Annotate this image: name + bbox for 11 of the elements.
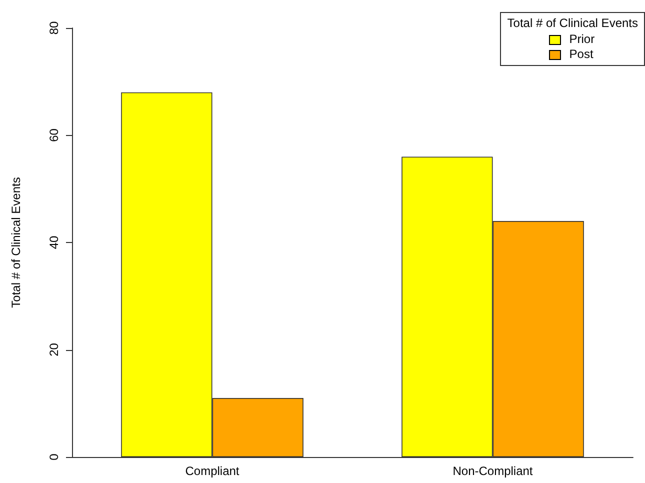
legend-label: Post — [569, 47, 594, 62]
y-tick-label: 0 — [47, 453, 61, 460]
x-tick-label: Compliant — [185, 464, 240, 478]
y-axis-title: Total # of Clinical Events — [9, 177, 23, 308]
y-tick-label: 80 — [47, 21, 61, 35]
legend-label: Prior — [569, 32, 595, 47]
y-tick-label: 40 — [47, 236, 61, 250]
x-tick-label: Non-Compliant — [452, 464, 534, 478]
y-tick-label: 20 — [47, 342, 61, 356]
legend-title: Total # of Clinical Events — [507, 16, 638, 30]
y-tick-label: 60 — [47, 128, 61, 142]
